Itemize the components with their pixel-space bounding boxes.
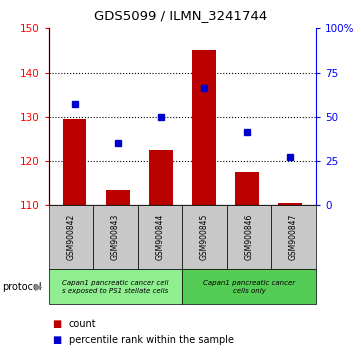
Text: GSM900846: GSM900846 <box>245 214 253 261</box>
Text: GSM900845: GSM900845 <box>200 214 209 261</box>
Bar <box>63 119 86 205</box>
Text: protocol: protocol <box>2 282 42 292</box>
Text: Capan1 pancreatic cancer cell
s exposed to PS1 stellate cells: Capan1 pancreatic cancer cell s exposed … <box>62 280 169 293</box>
Text: GSM900843: GSM900843 <box>111 214 120 261</box>
Text: ■: ■ <box>52 319 62 329</box>
Text: GSM900847: GSM900847 <box>289 214 298 261</box>
Text: GSM900844: GSM900844 <box>156 214 165 261</box>
Text: Capan1 pancreatic cancer
cells only: Capan1 pancreatic cancer cells only <box>203 280 295 293</box>
Text: percentile rank within the sample: percentile rank within the sample <box>69 335 234 345</box>
Text: GDS5099 / ILMN_3241744: GDS5099 / ILMN_3241744 <box>94 10 267 22</box>
Bar <box>235 172 259 205</box>
Bar <box>106 190 130 205</box>
Bar <box>278 203 302 205</box>
Text: GSM900842: GSM900842 <box>66 214 75 260</box>
Text: count: count <box>69 319 96 329</box>
Text: ■: ■ <box>52 335 62 345</box>
Bar <box>149 150 173 205</box>
Bar <box>192 50 216 205</box>
Text: ▶: ▶ <box>35 282 42 292</box>
